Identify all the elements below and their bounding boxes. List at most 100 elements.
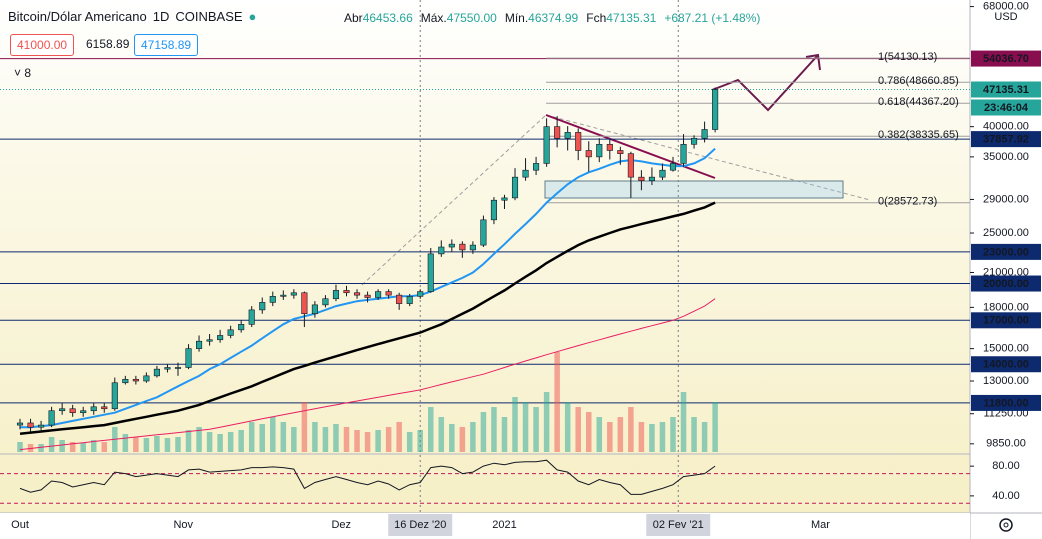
volume-bar	[164, 438, 171, 452]
candle-body	[238, 324, 245, 331]
candle-body	[648, 176, 655, 182]
fib-label: 0.382(38335.65)	[878, 129, 959, 141]
volume-bar	[80, 443, 86, 452]
symbol: Bitcoin/Dólar Americano	[8, 9, 147, 24]
time-axis	[0, 513, 970, 539]
candle-body	[564, 132, 571, 139]
candle-body	[659, 169, 666, 178]
spread: 6158.89	[86, 37, 130, 51]
level-tag-label: 14000.00	[983, 359, 1029, 371]
candle-body	[627, 153, 634, 178]
candle-body	[217, 335, 224, 341]
symbol-header: Bitcoin/Dólar Americano 1D COINBASE ●	[8, 9, 262, 24]
volume-bar	[38, 444, 44, 452]
candle-body	[490, 199, 498, 221]
volume-bar	[301, 402, 308, 452]
candle-body	[501, 197, 508, 201]
candle-body	[269, 296, 276, 303]
level-tag-label: 17000.00	[983, 315, 1029, 327]
volume-bar	[712, 402, 718, 452]
volume-bar	[217, 434, 223, 452]
volume-bar	[470, 422, 476, 452]
candle-body	[101, 406, 108, 410]
ohlc-label: Fch	[586, 11, 607, 25]
volume-bar	[122, 434, 129, 452]
candle-body	[59, 408, 66, 412]
volume-bar	[585, 412, 592, 452]
volume-bar	[406, 432, 413, 452]
volume-bar	[48, 437, 55, 452]
level-tag-label: 20000.00	[983, 278, 1029, 290]
volume-bar	[238, 430, 244, 452]
volume-bar	[175, 437, 181, 452]
candle-body	[364, 294, 371, 298]
y-tick-label: 68000.00	[983, 0, 1029, 12]
settings-icon[interactable]	[999, 518, 1013, 532]
volume-bar	[491, 407, 497, 452]
price-change: +687.21 (+1.48%)	[664, 11, 761, 25]
fib-label: 0(28572.73)	[878, 196, 937, 208]
candle-body	[185, 348, 192, 368]
volume-bar	[185, 430, 192, 452]
sell-button[interactable]: 41000.00	[10, 34, 75, 56]
volume-bar	[396, 422, 402, 452]
volume-bar	[438, 417, 445, 452]
candle-body	[554, 126, 561, 139]
candle-body	[301, 292, 308, 315]
level-tag-label: 23000.00	[983, 246, 1029, 258]
candle-body	[332, 290, 340, 300]
volume-bar	[417, 430, 423, 452]
volume-bar	[564, 402, 571, 452]
ohlc-label: Máx.	[420, 11, 447, 25]
y-tick-label: 21000.00	[983, 266, 1029, 278]
x-tick-label: Nov	[173, 519, 193, 531]
x-tick-label: Mar	[811, 519, 830, 531]
candle-body	[343, 290, 350, 294]
trend-line	[545, 114, 716, 179]
x-tick-label: 2021	[492, 519, 516, 531]
volume-bar	[196, 427, 202, 452]
volume-bar	[522, 402, 529, 452]
currency-label: USD	[994, 11, 1017, 23]
level-tag	[971, 275, 1041, 292]
candle-body	[438, 246, 445, 255]
volume-bar	[17, 442, 23, 452]
volume-bar	[375, 430, 381, 452]
indicators-toggle[interactable]: ˅ 8	[14, 66, 31, 80]
level-tag-label: 37857.92	[983, 134, 1029, 146]
candle-body	[153, 368, 160, 377]
candle-body	[174, 367, 182, 369]
y-tick-label: 35000.00	[983, 151, 1029, 163]
volume-bar	[90, 440, 97, 452]
rsi-line	[19, 459, 716, 495]
buy-button[interactable]: 47158.89	[134, 34, 199, 56]
volume-bar	[701, 422, 708, 452]
level-tag	[971, 394, 1041, 411]
candle-body	[701, 129, 708, 139]
volume-bar	[291, 427, 297, 452]
candle-body	[290, 292, 297, 296]
countdown-tag-label: 23:46:04	[984, 102, 1029, 114]
settings-icon[interactable]	[1003, 522, 1009, 528]
volume-bar	[385, 427, 392, 452]
candle-body	[38, 424, 45, 428]
candle-body	[353, 292, 361, 296]
status-dot: ●	[248, 9, 257, 24]
y-tick-label: 9850.00	[986, 438, 1026, 450]
volume-bar	[333, 424, 339, 452]
x-tick-label: 02 Fev '21	[653, 519, 704, 531]
interval[interactable]: 1D	[152, 9, 170, 24]
candle-body	[259, 302, 266, 311]
volume-bar	[649, 424, 655, 452]
candle-body	[48, 410, 55, 426]
volume-bar	[270, 417, 276, 452]
y-tick-label: 29000.00	[983, 193, 1029, 205]
candle-body	[480, 219, 487, 246]
candle-body	[617, 150, 624, 154]
volume-bar	[659, 422, 666, 452]
volume-bar	[154, 436, 160, 452]
candle-body	[575, 132, 582, 151]
settings-icon[interactable]	[999, 518, 1013, 532]
volume-bar	[69, 442, 76, 452]
